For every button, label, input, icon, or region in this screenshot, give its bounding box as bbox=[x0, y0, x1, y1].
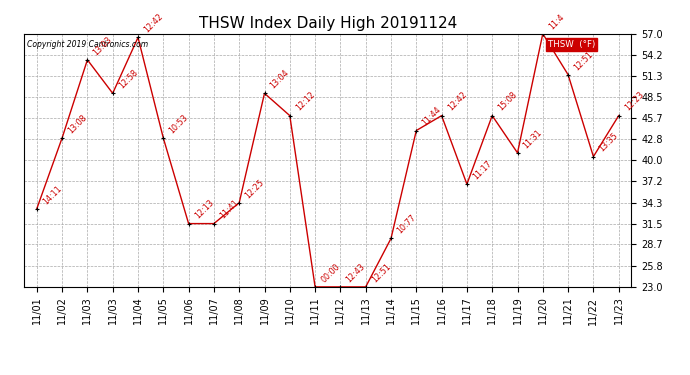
Text: THSW  (°F): THSW (°F) bbox=[548, 40, 595, 49]
Text: 15:08: 15:08 bbox=[496, 90, 519, 113]
Text: 12:51: 12:51 bbox=[370, 261, 393, 284]
Title: THSW Index Daily High 20191124: THSW Index Daily High 20191124 bbox=[199, 16, 457, 31]
Text: 12:58: 12:58 bbox=[117, 68, 139, 90]
Text: 11:44: 11:44 bbox=[420, 105, 443, 128]
Text: 12:12: 12:12 bbox=[294, 90, 317, 113]
Text: 11:17: 11:17 bbox=[471, 159, 493, 182]
Text: 11:4: 11:4 bbox=[547, 12, 566, 31]
Text: Copyright 2019 Cantronics.com: Copyright 2019 Cantronics.com bbox=[27, 40, 148, 49]
Text: 13:03: 13:03 bbox=[92, 34, 114, 57]
Text: 12:43: 12:43 bbox=[344, 262, 367, 284]
Text: 11:41: 11:41 bbox=[218, 198, 240, 221]
Text: 14:11: 14:11 bbox=[41, 184, 63, 206]
Text: 10:53: 10:53 bbox=[168, 113, 190, 135]
Text: 12:51: 12:51 bbox=[572, 50, 595, 72]
Text: 12:13: 12:13 bbox=[193, 198, 215, 221]
Text: 11:31: 11:31 bbox=[522, 128, 544, 150]
Text: 12:42: 12:42 bbox=[142, 12, 165, 35]
Text: 13:04: 13:04 bbox=[268, 68, 291, 90]
Text: 12:42: 12:42 bbox=[446, 90, 469, 113]
Text: 13:35: 13:35 bbox=[598, 131, 620, 154]
Text: 12:23: 12:23 bbox=[623, 90, 645, 113]
Text: 12:25: 12:25 bbox=[244, 177, 266, 200]
Text: 10:77: 10:77 bbox=[395, 213, 417, 236]
Text: 00:00: 00:00 bbox=[319, 262, 342, 284]
Text: 13:08: 13:08 bbox=[66, 113, 88, 135]
